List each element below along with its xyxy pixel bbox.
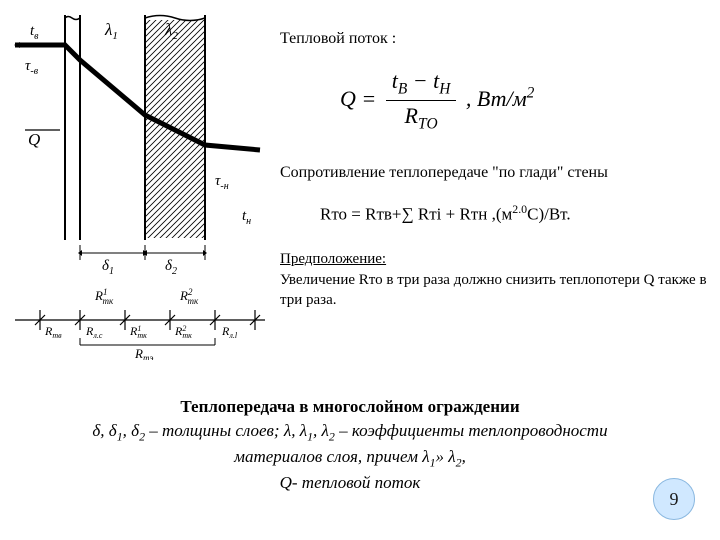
bottom-line-3: Q- тепловой поток: [40, 471, 660, 495]
right-text-block: Тепловой поток : Q = tВ − tН RТО , Вт/м2…: [280, 30, 710, 310]
formula-r: Rто = Rтв+∑ Rтi + Rтн ,(м2.0С)/Вт.: [320, 202, 710, 225]
svg-text:λ1: λ1: [104, 20, 118, 42]
bottom-text-block: Теплопередача в многослойном ограждении …: [40, 395, 660, 495]
svg-text:R1тк: R1тк: [94, 287, 114, 306]
page-number: 9: [653, 478, 695, 520]
wall-diagram: tв λ1 λ2 τ-в Q τ-н tн δ1 δ2 R1тк R2тк Rт…: [10, 10, 270, 360]
formula-q: Q = tВ − tН RТО , Вт/м2: [340, 68, 710, 134]
svg-text:δ2: δ2: [165, 258, 177, 277]
heat-flow-label: Тепловой поток :: [280, 30, 710, 48]
svg-text:τ-в: τ-в: [25, 58, 39, 77]
svg-text:R1тк: R1тк: [129, 324, 147, 340]
assumption-body: Увеличение Rто в три раза должно снизить…: [280, 272, 707, 308]
svg-text:Q: Q: [28, 130, 40, 149]
assumption-block: Предположение: Увеличение Rто в три раза…: [280, 249, 710, 310]
svg-text:R2тк: R2тк: [179, 287, 199, 306]
bottom-title: Теплопередача в многослойном ограждении: [40, 395, 660, 419]
svg-text:tв: tв: [30, 23, 39, 42]
svg-text:Rл.с: Rл.с: [85, 324, 103, 340]
assumption-title: Предположение:: [280, 251, 386, 267]
svg-text:Rл.l: Rл.l: [221, 324, 238, 340]
resistance-label: Сопротивление теплопередаче "по глади" с…: [280, 164, 710, 182]
svg-text:τ-н: τ-н: [215, 173, 229, 192]
svg-text:Rтэ: Rтэ: [134, 346, 153, 360]
svg-text:δ1: δ1: [102, 258, 114, 277]
svg-text:Rтв: Rтв: [44, 324, 62, 340]
svg-text:R2тк: R2тк: [174, 324, 192, 340]
bottom-line-2: материалов слоя, причем λ1» λ2,: [40, 445, 660, 471]
svg-text:tн: tн: [242, 208, 251, 227]
bottom-line-1: δ, δ1, δ2 – толщины слоев; λ, λ1, λ2 – к…: [40, 419, 660, 445]
